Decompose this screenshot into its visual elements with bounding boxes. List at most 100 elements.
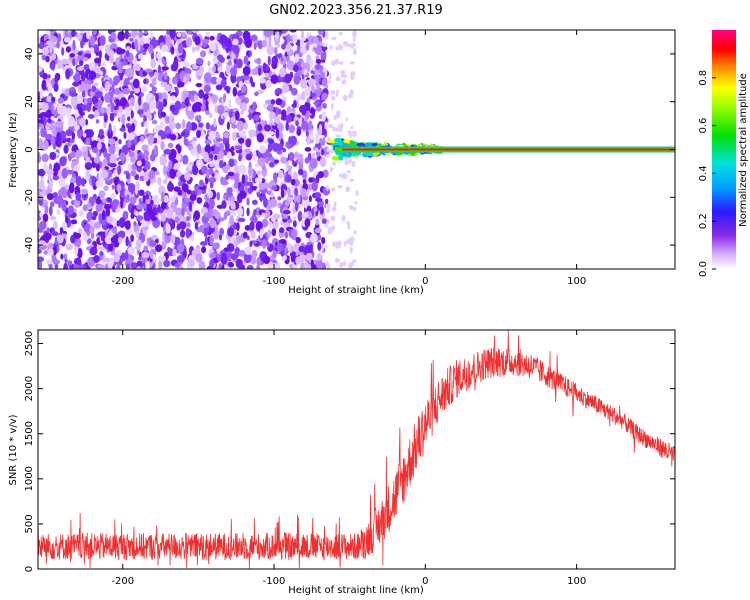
spectrogram-noise-cell — [91, 157, 95, 162]
spectrogram-noise-cell — [244, 187, 249, 193]
spectrogram-noise-cell — [143, 214, 152, 222]
spectrogram-noise-cell — [331, 126, 338, 132]
spectrogram-noise-cell — [350, 74, 355, 81]
spectrogram-noise-cell — [301, 120, 309, 130]
spectrogram-noise-cell — [332, 160, 336, 167]
bottom-y-tick-label: 2000 — [24, 376, 35, 401]
spectrogram-noise-cell — [168, 134, 177, 140]
spectrogram-noise-cell — [263, 124, 272, 132]
spectrogram-noise-cell — [122, 60, 128, 66]
carrier-halo-cell — [371, 142, 378, 147]
spectrogram-noise-cell — [281, 30, 287, 34]
spectrogram-noise-cell — [204, 144, 211, 154]
spectrogram-noise-cell — [167, 142, 174, 149]
top-y-tick-label: -20 — [24, 189, 35, 205]
spectrogram-noise-cell — [152, 86, 157, 93]
spectrogram-noise-cell — [56, 40, 60, 49]
spectrogram-noise-cell — [57, 136, 62, 146]
spectrogram-noise-cell — [249, 76, 253, 85]
spectrogram-noise-cell — [46, 243, 54, 249]
spectrogram-noise-cell — [149, 153, 156, 162]
spectrogram-noise-cell — [252, 101, 257, 112]
spectrogram-noise-cell — [142, 51, 147, 56]
spectrogram-noise-cell — [246, 235, 250, 241]
spectrogram-noise-cell — [232, 38, 239, 46]
spectrogram-noise-cell — [185, 167, 190, 172]
spectrogram-noise-cell — [110, 192, 116, 200]
spectrogram-noise-cell — [199, 224, 205, 233]
spectrogram-noise-cell — [320, 51, 327, 61]
spectrogram-noise-cell — [349, 60, 355, 65]
spectrogram-noise-cell — [242, 231, 248, 239]
spectrogram-noise-cell — [56, 234, 64, 244]
spectrogram-noise-cell — [140, 121, 145, 127]
spectrogram-noise-cell — [170, 233, 176, 245]
spectrogram-noise-cell — [220, 254, 228, 265]
spectrogram-noise-cell — [54, 74, 59, 84]
spectrogram-noise-cell — [94, 57, 102, 64]
spectrogram-noise-cell — [267, 55, 271, 66]
spectrogram-noise-cell — [73, 165, 81, 172]
spectrogram-noise-cell — [78, 106, 83, 115]
spectrogram-noise-cell — [240, 264, 245, 269]
spectrogram-noise-cell — [160, 111, 167, 118]
bottom-x-tick-label: 0 — [422, 576, 428, 587]
spectrogram-noise-cell — [48, 205, 53, 216]
spectrogram-noise-cell — [203, 72, 212, 84]
spectrogram-noise-cell — [118, 217, 126, 229]
spectrogram-noise-cell — [298, 245, 306, 253]
spectrogram-noise-cell — [86, 30, 91, 40]
spectrogram-noise-cell — [242, 74, 250, 81]
spectrogram-noise-cell — [43, 49, 49, 55]
spectrogram-noise-cell — [76, 33, 82, 40]
spectrogram-noise-cell — [88, 70, 97, 81]
spectrogram-noise-cell — [165, 223, 171, 235]
spectrogram-noise-cell — [242, 156, 246, 161]
spectrogram-noise-cell — [219, 227, 225, 236]
spectrogram-noise-cell — [159, 155, 168, 166]
spectrogram-noise-cell — [92, 147, 98, 154]
spectrogram-noise-cell — [95, 163, 100, 172]
spectrogram-noise-cell — [191, 30, 200, 33]
spectrogram-noise-cell — [92, 30, 97, 36]
bottom-x-tick-label: 100 — [567, 576, 586, 587]
spectrogram-noise-cell — [305, 130, 309, 138]
spectrogram-noise-cell — [133, 221, 137, 227]
spectrogram-noise-cell — [343, 173, 348, 179]
spectrogram-noise-cell — [335, 134, 341, 138]
spectrogram-noise-cell — [80, 38, 84, 49]
spectrogram-noise-cell — [256, 256, 261, 267]
spectrogram-noise-cell — [288, 151, 295, 162]
spectrogram-noise-cell — [293, 76, 301, 85]
spectrogram-noise-cell — [214, 224, 219, 233]
spectrogram-noise-cell — [162, 179, 168, 185]
spectrogram-noise-cell — [257, 40, 264, 50]
spectrogram-noise-cell — [330, 90, 336, 95]
spectrogram-noise-cell — [222, 93, 227, 103]
spectrogram-noise-cell — [243, 252, 252, 264]
spectrogram-noise-cell — [150, 31, 154, 40]
spectrogram-noise-cell — [208, 177, 217, 184]
spectrogram-noise-cell — [319, 205, 324, 215]
spectrogram-noise-cell — [132, 78, 140, 89]
spectrogram-noise-cell — [205, 31, 211, 37]
spectrogram-noise-cell — [185, 227, 190, 239]
spectrogram-noise-cell — [287, 219, 293, 224]
spectrogram-noise-cell — [75, 154, 80, 165]
spectrogram-noise-cell — [245, 138, 252, 148]
spectrogram-noise-cell — [136, 260, 143, 269]
spectrogram-noise-cell — [272, 172, 278, 182]
spectrogram-noise-cell — [203, 231, 208, 238]
spectrogram-noise-cell — [52, 192, 58, 198]
spectrogram-noise-cell — [54, 263, 59, 269]
spectrogram-plot-area — [38, 30, 675, 269]
spectrogram-noise-cell — [321, 102, 327, 109]
spectrogram-noise-cell — [233, 172, 240, 183]
spectrogram-noise-cell — [198, 260, 206, 269]
spectrogram-noise-cell — [325, 198, 329, 205]
spectrogram-noise-cell — [208, 99, 212, 104]
spectrogram-noise-cell — [125, 50, 130, 58]
spectrogram-noise-cell — [93, 109, 100, 118]
spectrogram-noise-cell — [151, 194, 160, 206]
top-y-tick-label: -40 — [24, 237, 35, 253]
